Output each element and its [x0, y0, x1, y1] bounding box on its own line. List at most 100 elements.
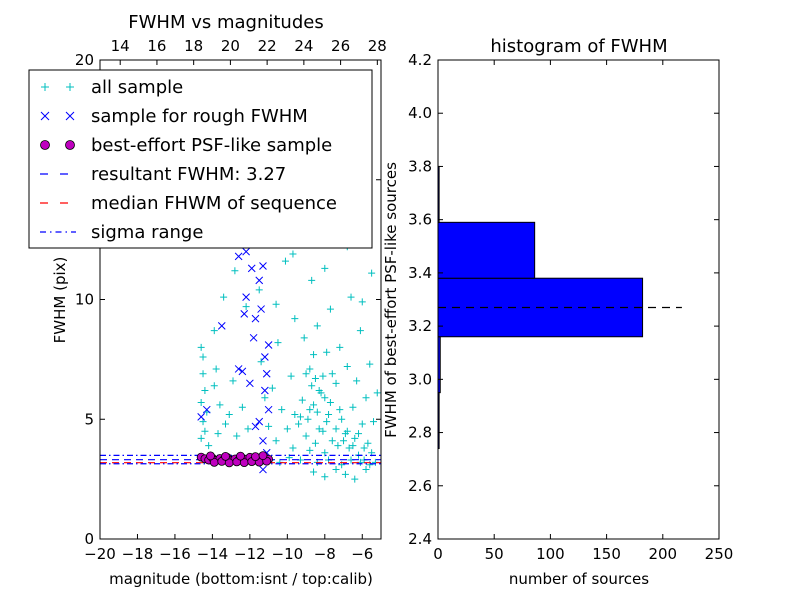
histogram-bar	[437, 221, 536, 279]
rough-sample-point	[249, 333, 258, 342]
psf-sample-point	[258, 451, 268, 461]
all-sample-point	[278, 406, 286, 414]
y-tick-label: 4.2	[408, 51, 432, 69]
histogram-y-ticks: 2.4 2.6 2.8 3.0 3.2 3.4 3.6 3.8 4.0 4.2	[408, 51, 719, 548]
all-sample-point	[298, 396, 306, 404]
all-sample-point	[321, 449, 329, 457]
scatter-title: FWHM vs magnitudes	[128, 12, 323, 33]
all-sample-point	[317, 389, 325, 397]
legend-marker	[40, 111, 50, 121]
all-sample-point	[332, 425, 340, 433]
legend-label: sigma range	[91, 222, 203, 243]
all-sample-point	[197, 434, 205, 442]
rough-sample-point	[251, 422, 260, 431]
x-tick-label: 0	[433, 545, 443, 563]
all-sample-point	[358, 298, 366, 306]
x-tick-label: 200	[648, 545, 677, 563]
all-sample-point	[345, 444, 353, 452]
all-sample-point	[368, 269, 376, 277]
legend-entry: best-effort PSF-like sample	[40, 135, 332, 156]
all-sample-point	[347, 293, 355, 301]
legend-frame	[28, 69, 373, 249]
y-tick-label: 3.2	[408, 317, 432, 335]
all-sample-point	[321, 473, 329, 481]
top-tick-label: 20	[221, 37, 240, 55]
rough-sample-point	[264, 405, 273, 414]
legend-entry: median FHWM of sequence	[40, 193, 337, 214]
all-sample-point	[351, 434, 359, 442]
rough-sample-point	[255, 417, 264, 426]
top-tick-label: 22	[258, 37, 277, 55]
all-sample-point	[353, 377, 361, 385]
rough-sample-point	[251, 314, 260, 323]
y-tick-label: 3.8	[408, 157, 432, 175]
all-sample-point	[311, 375, 319, 383]
all-sample-point	[295, 420, 303, 428]
all-sample-point	[306, 365, 314, 373]
all-sample-point	[341, 470, 349, 478]
all-sample-point	[323, 418, 331, 426]
all-sample-point	[199, 370, 207, 378]
rough-sample-point	[259, 436, 267, 445]
rough-sample-point	[246, 379, 254, 388]
rough-sample-point	[197, 413, 206, 421]
all-sample-point	[238, 403, 246, 411]
all-sample-point	[334, 442, 342, 450]
all-sample-point	[366, 360, 374, 368]
top-tick-label: 24	[294, 37, 313, 55]
top-tick-label: 14	[111, 37, 130, 55]
scatter-legend: all sample sample for rough FWHM best-effo…	[28, 69, 373, 249]
all-sample-point	[355, 430, 363, 438]
all-sample-point	[326, 305, 334, 313]
all-sample-point	[201, 427, 209, 435]
rough-sample-point	[264, 341, 273, 349]
histogram-plot-area	[437, 165, 682, 450]
all-sample-point	[373, 389, 381, 397]
histogram-y-label: FWHM of best-effort PSF-like sources	[382, 162, 400, 438]
all-sample-point	[349, 442, 357, 450]
x-tick-label: −6	[351, 545, 373, 563]
rough-sample-point	[240, 310, 249, 318]
rough-sample-point	[247, 264, 256, 273]
rough-sample-point	[255, 276, 264, 285]
rough-sample-point	[242, 293, 250, 301]
all-sample-point	[310, 401, 318, 409]
scatter-panel: FWHM vs magnitudes −20 −18 −16 −14 −12 −10 −8−…	[28, 12, 387, 588]
y-tick-label: 2.6	[408, 477, 432, 495]
all-sample-point	[229, 377, 237, 385]
all-sample-point	[364, 439, 372, 447]
all-sample-point	[220, 293, 228, 301]
legend-marker	[65, 111, 75, 121]
histogram-axes-frame	[437, 59, 720, 540]
all-sample-point	[336, 343, 344, 351]
all-sample-point	[214, 430, 222, 438]
all-sample-point	[225, 410, 233, 418]
all-sample-point	[257, 358, 265, 366]
x-tick-label: 150	[592, 545, 621, 563]
rough-sample-point	[238, 367, 247, 376]
x-tick-label: −12	[234, 545, 266, 563]
all-sample-point	[291, 315, 299, 323]
rough-sample-point	[259, 262, 267, 270]
all-sample-point	[338, 415, 346, 423]
all-sample-point	[360, 444, 368, 452]
all-sample-point	[197, 398, 205, 406]
y-tick-label: 2.4	[408, 530, 432, 548]
all-sample-point	[336, 406, 344, 414]
psf-sample-point	[221, 451, 230, 461]
all-sample-point	[296, 413, 304, 421]
all-sample-point	[199, 353, 207, 361]
all-sample-point	[289, 444, 297, 452]
all-sample-point	[356, 327, 364, 335]
all-sample-point	[332, 379, 340, 387]
rough-sample-point	[234, 365, 243, 373]
all-sample-point	[358, 420, 366, 428]
y-tick-label: 3.4	[408, 264, 432, 282]
y-tick-label: 2.8	[408, 424, 432, 442]
x-tick-label: −16	[159, 545, 191, 563]
all-sample-point	[332, 466, 340, 474]
all-sample-point	[231, 267, 239, 275]
rough-sample-point	[202, 405, 211, 414]
all-sample-point	[319, 427, 327, 435]
legend-marker	[40, 140, 50, 150]
